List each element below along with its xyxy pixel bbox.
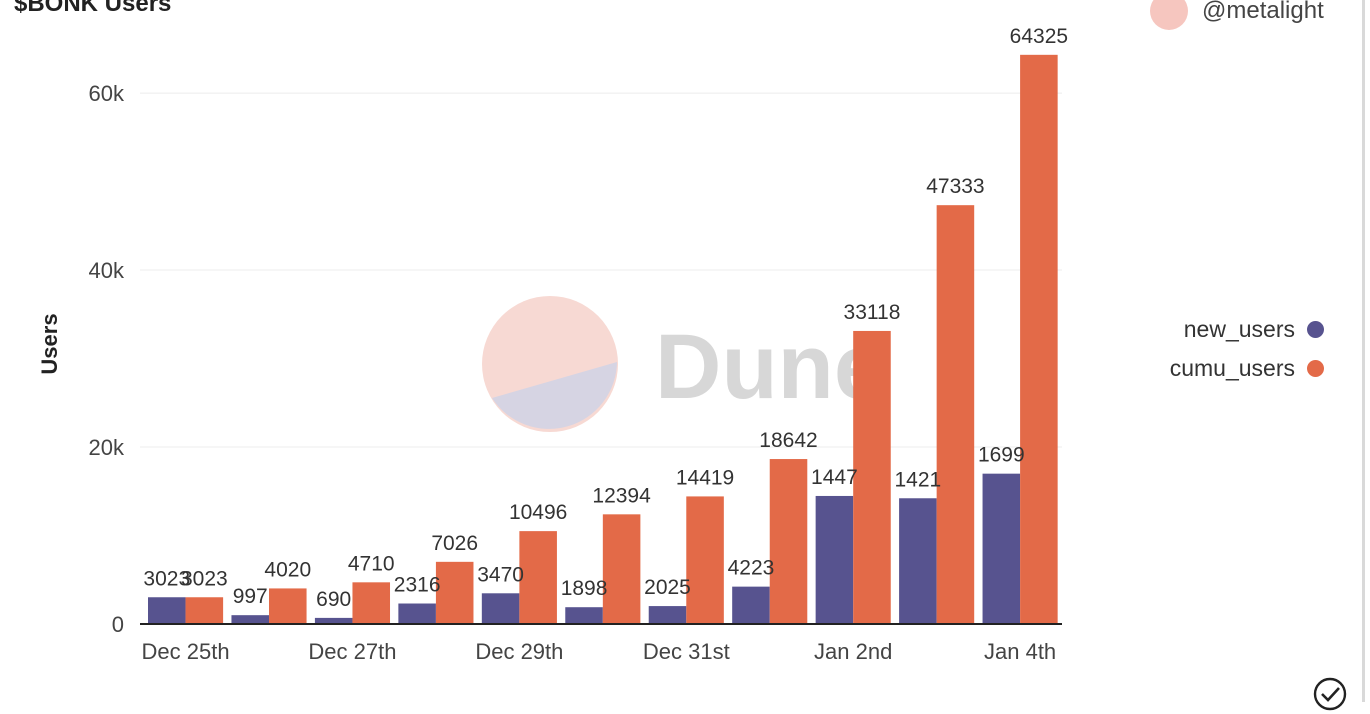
x-tick-label: Dec 27th	[308, 639, 396, 664]
bar-new_users[interactable]	[481, 593, 520, 624]
author-name: @metalight	[1202, 0, 1324, 24]
bar-cumu_users[interactable]	[185, 597, 224, 624]
y-tick-label: 20k	[89, 435, 125, 460]
watermark-logo-lower	[492, 362, 617, 429]
dune-watermark: Dune	[482, 296, 885, 432]
legend: new_users cumu_users	[1170, 310, 1324, 388]
bar-cumu_users[interactable]	[519, 531, 557, 624]
bar-new_users[interactable]	[899, 498, 937, 624]
legend-item-cumu-users[interactable]: cumu_users	[1170, 349, 1324, 388]
data-label: 14419	[676, 466, 734, 489]
data-label: 7026	[431, 532, 478, 555]
legend-dot-icon	[1307, 321, 1324, 338]
legend-dot-icon	[1307, 360, 1324, 377]
author-badge[interactable]: @metalight	[1150, 0, 1324, 30]
data-label: 690	[316, 588, 351, 611]
data-label: 10496	[509, 501, 567, 524]
bar-cumu_users[interactable]	[602, 514, 641, 624]
bar-new_users[interactable]	[732, 586, 770, 624]
bar-cumu_users[interactable]	[269, 588, 307, 624]
panel-divider	[1362, 0, 1365, 702]
bar-cumu_users[interactable]	[936, 205, 975, 624]
chart-title: $BONK Users	[14, 0, 172, 17]
data-label: 4223	[728, 557, 775, 580]
bar-new_users[interactable]	[314, 617, 353, 624]
data-label: 4020	[264, 558, 311, 581]
data-label: 47333	[926, 175, 984, 198]
data-label: 3470	[477, 563, 524, 586]
legend-label: cumu_users	[1169, 355, 1295, 381]
bar-new_users[interactable]	[398, 603, 436, 624]
bar-new_users[interactable]	[231, 615, 270, 624]
data-label: 2025	[644, 576, 691, 599]
bar-new_users[interactable]	[148, 597, 186, 624]
legend-label: new_users	[1183, 316, 1295, 342]
bar-cumu_users[interactable]	[352, 582, 391, 624]
y-tick-label: 40k	[89, 258, 125, 283]
data-label: 33118	[844, 301, 901, 324]
watermark-text: Dune	[655, 316, 885, 418]
x-tick-label: Dec 31st	[643, 639, 730, 664]
x-tick-label: Dec 29th	[475, 639, 563, 664]
check-circle-icon[interactable]	[1312, 676, 1350, 714]
data-label: 64325	[1010, 25, 1068, 48]
x-tick-label: Jan 2nd	[814, 639, 892, 664]
data-label: 1421	[895, 468, 942, 491]
bar-new_users[interactable]	[982, 473, 1021, 624]
bar-cumu_users[interactable]	[435, 561, 474, 624]
bar-cumu_users[interactable]	[769, 459, 808, 624]
y-tick-label: 60k	[89, 81, 125, 106]
y-tick-label: 0	[112, 612, 124, 637]
bar-new_users[interactable]	[815, 495, 854, 624]
data-label: 12394	[592, 484, 651, 507]
bar-chart: Dune 30233023997402069047102316702634701…	[37, 25, 1068, 664]
data-label: 3023	[181, 567, 228, 590]
data-label: 3023	[143, 567, 190, 590]
data-label: 4710	[348, 552, 395, 575]
bar-new_users[interactable]	[565, 607, 603, 624]
data-label: 997	[233, 585, 268, 608]
x-tick-label: Dec 25th	[142, 639, 230, 664]
data-label: 1898	[561, 577, 608, 600]
bar-cumu_users[interactable]	[686, 496, 724, 624]
y-axis-label: Users	[37, 313, 62, 374]
x-tick-label: Jan 4th	[984, 639, 1056, 664]
data-label: 2316	[394, 574, 441, 597]
bar-cumu_users[interactable]	[853, 330, 891, 624]
avatar	[1150, 0, 1188, 30]
data-label: 18642	[759, 429, 817, 452]
legend-item-new-users[interactable]: new_users	[1170, 310, 1324, 349]
bar-cumu_users[interactable]	[1020, 54, 1058, 624]
data-label: 1699	[978, 444, 1025, 467]
bar-new_users[interactable]	[648, 606, 687, 624]
data-label: 1447	[811, 466, 858, 489]
